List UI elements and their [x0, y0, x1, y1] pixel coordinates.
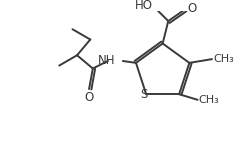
- Text: O: O: [187, 2, 196, 15]
- Text: NH: NH: [98, 54, 115, 67]
- Text: O: O: [84, 91, 94, 104]
- Text: CH₃: CH₃: [199, 95, 219, 105]
- Text: HO: HO: [135, 0, 153, 12]
- Text: CH₃: CH₃: [213, 54, 234, 64]
- Text: S: S: [141, 88, 148, 101]
